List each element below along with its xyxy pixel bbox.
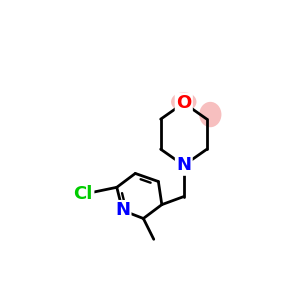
Text: N: N — [176, 156, 191, 174]
Text: N: N — [115, 201, 130, 219]
Text: Cl: Cl — [74, 185, 93, 203]
Text: O: O — [176, 94, 191, 112]
Ellipse shape — [171, 92, 196, 112]
Ellipse shape — [199, 102, 221, 127]
